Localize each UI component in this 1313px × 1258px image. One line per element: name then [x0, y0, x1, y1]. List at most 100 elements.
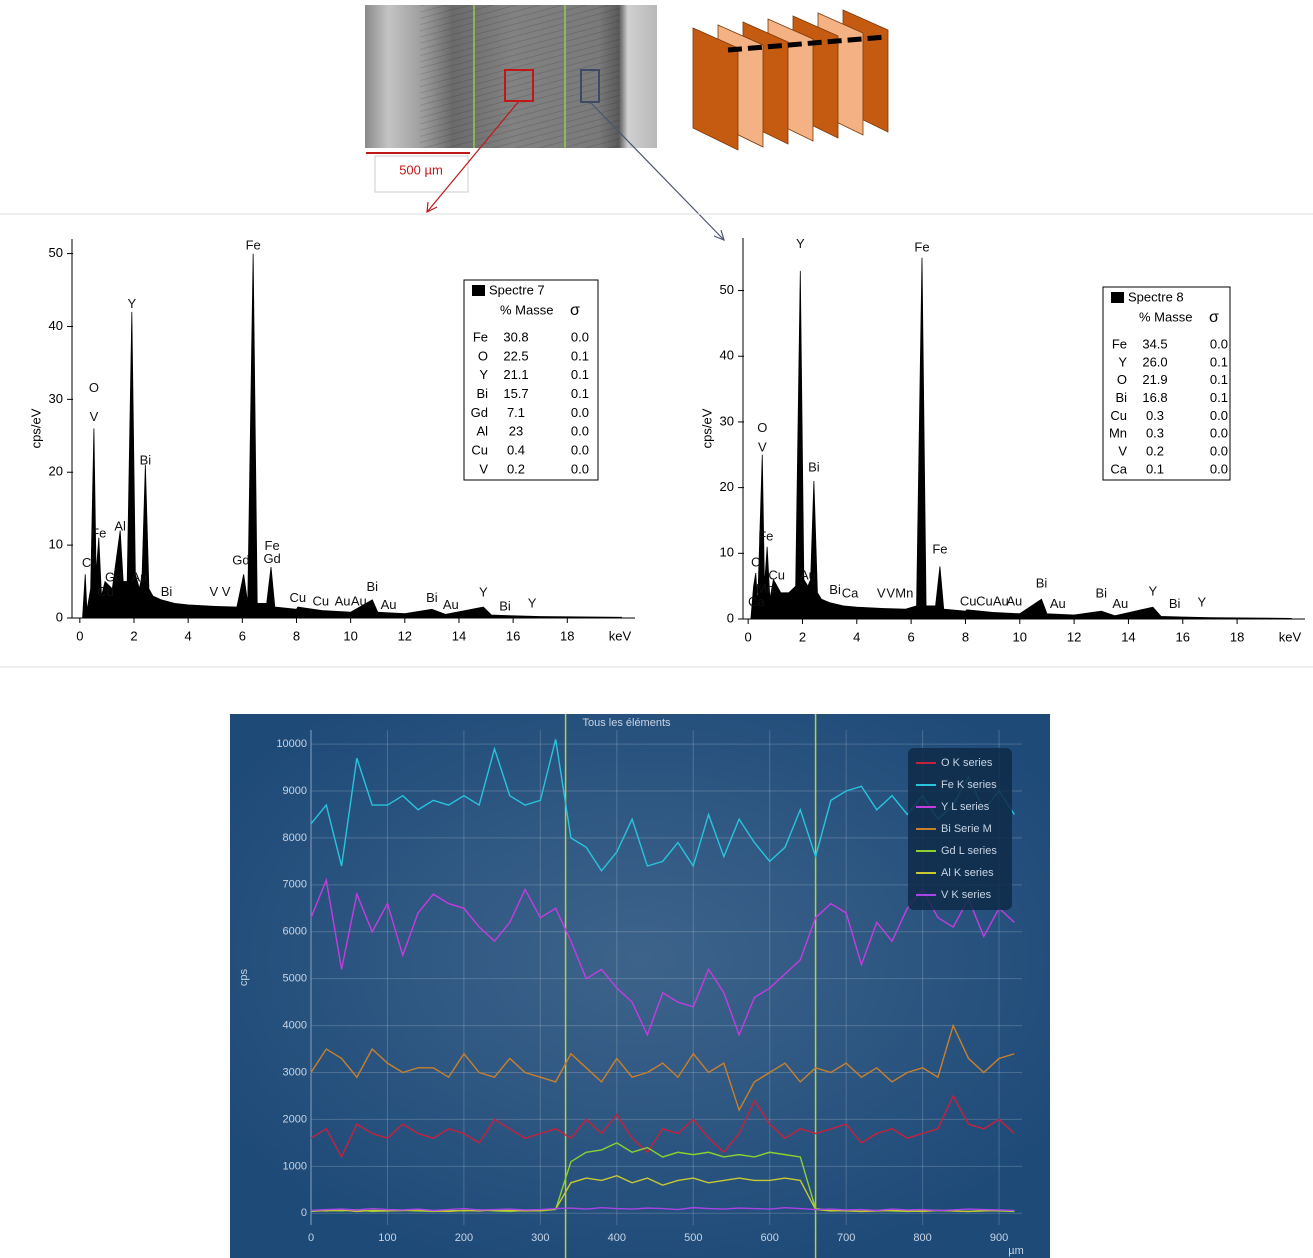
- series-line: [310, 1094, 1015, 1159]
- x-tick-label: 14: [1121, 629, 1135, 644]
- peak-label: Au: [335, 593, 351, 608]
- spectrum: [82, 253, 622, 619]
- legend-label: Bi Serie M: [941, 823, 992, 835]
- y-tick-label: 7000: [283, 879, 307, 891]
- sem-image: 500 µm: [365, 5, 725, 242]
- peak-label: Au: [1050, 596, 1066, 611]
- legend-label: Gd L series: [941, 845, 997, 857]
- legend-value: 21.1: [503, 367, 528, 382]
- spectrum: [750, 257, 1292, 620]
- legend-swatch: [1111, 292, 1124, 303]
- peak-label: Y: [1149, 584, 1158, 599]
- legend-element: Y: [479, 367, 488, 382]
- x-tick-label: 0: [308, 1232, 314, 1244]
- legend-element: Cu: [1110, 408, 1127, 423]
- legend-sigma: 0.0: [571, 405, 589, 420]
- legend-box: [1102, 286, 1231, 481]
- peak-label: Fe: [932, 541, 947, 556]
- peak-label: Au: [131, 569, 147, 584]
- x-tick-label: 100: [378, 1232, 396, 1244]
- legend-header: % Masse: [1139, 309, 1192, 324]
- peak-label: Y: [479, 585, 488, 600]
- peak-label: Al: [114, 518, 126, 533]
- x-tick-label: 200: [455, 1232, 473, 1244]
- peak-label: Bi: [1169, 596, 1181, 611]
- peak-label: Y: [1197, 595, 1206, 610]
- legend-sigma: 0.0: [571, 329, 589, 344]
- peak-label: V: [222, 584, 231, 599]
- peak-label: Cu: [768, 568, 785, 583]
- legend-value: 21.9: [1142, 372, 1167, 387]
- x-tick-label: 16: [1176, 629, 1190, 644]
- legend-element: Al: [476, 424, 488, 439]
- legend-element: Fe: [1112, 336, 1127, 351]
- peak-label: Au: [993, 593, 1009, 608]
- x-tick-label: 0: [745, 629, 752, 644]
- x-tick-label: 700: [837, 1232, 855, 1244]
- chart-title: Tous les éléments: [582, 717, 671, 729]
- peak-label: Y: [127, 296, 136, 311]
- series-line: [310, 1206, 1015, 1212]
- legend-label: Al K series: [941, 867, 994, 879]
- y-axis-label: cps/eV: [699, 408, 714, 448]
- peak-label: Y: [528, 596, 537, 611]
- legend-box: [908, 748, 1012, 910]
- x-tick-label: 10: [343, 628, 357, 643]
- legend-title: Spectre 8: [1128, 289, 1184, 304]
- peak-label: V: [758, 440, 767, 455]
- x-tick-label: 600: [761, 1232, 779, 1244]
- y-tick-label: 40: [49, 318, 63, 333]
- peak-label: Gd: [232, 553, 249, 568]
- x-tick-label: 6: [908, 629, 915, 644]
- legend-element: Ca: [1110, 461, 1127, 476]
- section-line: [727, 34, 887, 53]
- x-tick-label: 18: [560, 628, 574, 643]
- legend-header: σ: [1209, 309, 1219, 326]
- y-tick-label: 3000: [283, 1066, 307, 1078]
- y-tick-label: 0: [727, 610, 734, 625]
- legend-sigma: 0.0: [1210, 408, 1228, 423]
- peak-label: Au: [381, 597, 397, 612]
- y-tick-label: 10000: [276, 738, 307, 750]
- x-tick-label: 14: [452, 628, 466, 643]
- legend-value: 23: [509, 424, 523, 439]
- legend-element: Bi: [476, 386, 488, 401]
- series-line: [310, 877, 1015, 1037]
- legend-label: Y L series: [941, 801, 990, 813]
- legend-element: V: [1118, 444, 1127, 459]
- y-tick-label: 2000: [283, 1113, 307, 1125]
- legend-value: 0.4: [507, 443, 525, 458]
- peak-label: Fe: [246, 238, 261, 253]
- y-tick-label: 30: [49, 391, 63, 406]
- y-tick-label: 30: [720, 413, 734, 428]
- series-line: [310, 739, 1015, 872]
- legend-sigma: 0.1: [571, 367, 589, 382]
- peak-label: Bi: [829, 582, 841, 597]
- peak-label: Cu: [976, 593, 993, 608]
- x-tick-label: 4: [185, 628, 192, 643]
- y-tick-label: 0: [301, 1207, 307, 1219]
- legend-value: 0.2: [507, 461, 525, 476]
- peak-label: V: [210, 584, 219, 599]
- legend-element: Cu: [471, 443, 488, 458]
- legend-sigma: 0.1: [571, 348, 589, 363]
- legend-sigma: 0.1: [571, 386, 589, 401]
- legend-sigma: 0.1: [1210, 372, 1228, 387]
- legend-label: V K series: [941, 889, 992, 901]
- legend-sigma: 0.1: [1210, 390, 1228, 405]
- y-tick-label: 8000: [283, 832, 307, 844]
- x-tick-label: 2: [130, 628, 137, 643]
- y-tick-label: 4000: [283, 1019, 307, 1031]
- peak-label: Fe: [758, 528, 773, 543]
- peak-label: Au: [1006, 593, 1022, 608]
- chart: Tous les éléments01000200030004000500060…: [230, 714, 1050, 1258]
- legend-title: Spectre 7: [489, 282, 545, 297]
- legend-sigma: 0.0: [571, 461, 589, 476]
- peak-label: Ca: [748, 594, 765, 609]
- x-tick-label: 400: [608, 1232, 626, 1244]
- legend-value: 22.5: [503, 348, 528, 363]
- peak-label: Au: [351, 593, 367, 608]
